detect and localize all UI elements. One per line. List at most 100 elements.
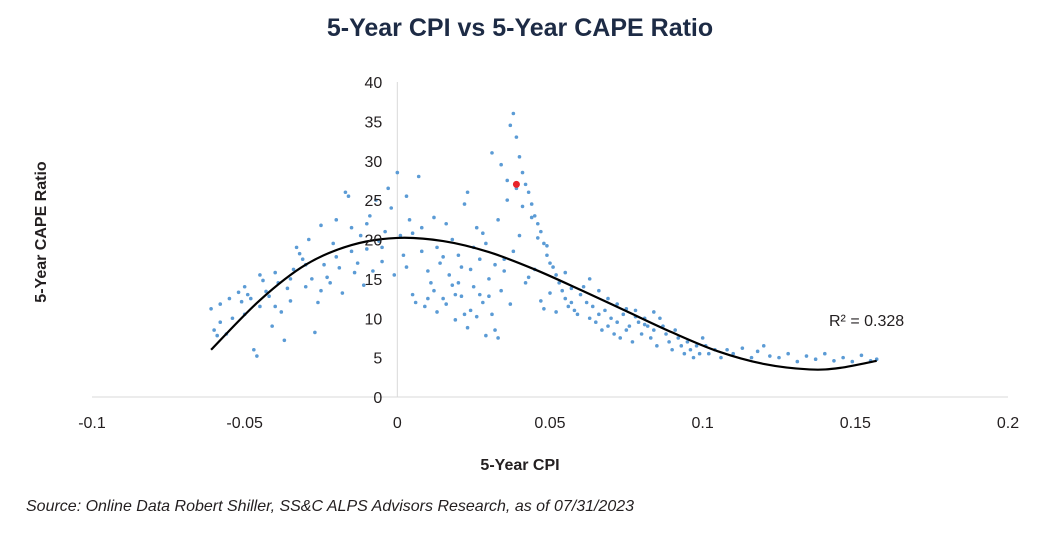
data-point [520,204,525,209]
tick-labels: -0.1 -0.05 0 0.05 0.1 0.15 0.2 0 5 10 15 20 25 30 35 40 [78,75,1019,432]
data-point [755,349,760,354]
data-point [441,255,445,259]
x-tick-label: 0 [393,415,402,432]
data-point [462,312,467,317]
data-point [212,328,216,332]
data-point [697,351,702,356]
data-point [255,354,259,358]
data-point [572,308,577,313]
data-point [316,300,320,305]
data-point [429,281,433,285]
data-point [340,291,345,295]
data-point [618,336,623,340]
trendline-curve [210,236,877,371]
data-point [404,265,409,269]
data-point [258,273,262,277]
data-point [673,328,677,332]
data-point [413,300,418,305]
data-point [627,324,632,328]
data-point [288,299,293,303]
data-point [508,123,513,128]
y-tick-label: 35 [365,114,383,131]
data-point [548,261,552,265]
data-point [542,307,546,311]
data-point [331,241,336,246]
data-point [490,151,494,155]
data-point [679,344,684,348]
data-point [597,288,601,293]
y-tick-label: 20 [365,233,383,250]
data-point [349,249,354,254]
data-point [603,308,607,313]
y-axis-label: 5-Year CAPE Ratio [33,161,50,303]
data-point [477,257,482,261]
data-point [236,290,241,295]
data-point [529,215,534,220]
data-point [404,194,409,198]
data-point [597,312,601,317]
data-point [667,340,671,344]
data-point [523,182,528,187]
data-point [590,304,595,309]
data-point [642,322,647,327]
data-point [230,316,235,321]
data-point [435,310,439,314]
data-point [658,316,662,321]
data-point [297,251,302,256]
data-point [310,277,314,281]
data-point [395,170,400,175]
y-tick-label: 40 [365,75,383,92]
data-point [786,351,790,356]
data-point [630,340,635,344]
data-point [416,174,421,179]
data-point [465,325,470,330]
data-point [578,292,583,297]
data-point [539,229,543,234]
chart-title: 5-Year CPI vs 5-Year CAPE Ratio [326,14,714,42]
data-point [291,267,296,272]
data-point [447,273,452,277]
data-point [639,332,644,336]
data-point [777,355,781,360]
data-point [554,310,558,314]
data-point [398,233,403,238]
data-point [615,320,619,324]
data-point [459,294,464,299]
data-point [450,237,455,242]
data-point [481,231,485,235]
data-point [258,304,262,309]
data-point [209,307,213,311]
data-point [499,162,503,167]
data-point [419,249,424,254]
data-point [306,237,311,242]
data-point [468,308,473,313]
data-point [389,206,394,210]
data-point [435,245,439,250]
data-points [209,111,879,364]
data-point [719,355,723,360]
y-tick-label: 0 [373,390,382,407]
data-point [343,190,348,195]
data-point [215,333,219,338]
data-point [471,284,476,289]
data-point [374,198,378,202]
data-point [380,259,384,264]
data-point [285,286,290,291]
data-point [267,294,271,299]
data-point [594,320,598,324]
data-point [609,316,613,321]
trendline [210,236,877,371]
data-point [587,277,592,281]
y-tick-label: 25 [365,193,383,210]
data-point [508,302,513,306]
data-point [535,221,540,226]
data-point [337,266,342,270]
data-point [691,355,696,360]
data-point [569,300,574,305]
data-point [319,288,323,293]
x-tick-label: 0.15 [840,415,871,432]
data-point [563,296,568,301]
data-point [279,310,284,314]
data-point [584,300,589,305]
data-point [554,273,558,277]
